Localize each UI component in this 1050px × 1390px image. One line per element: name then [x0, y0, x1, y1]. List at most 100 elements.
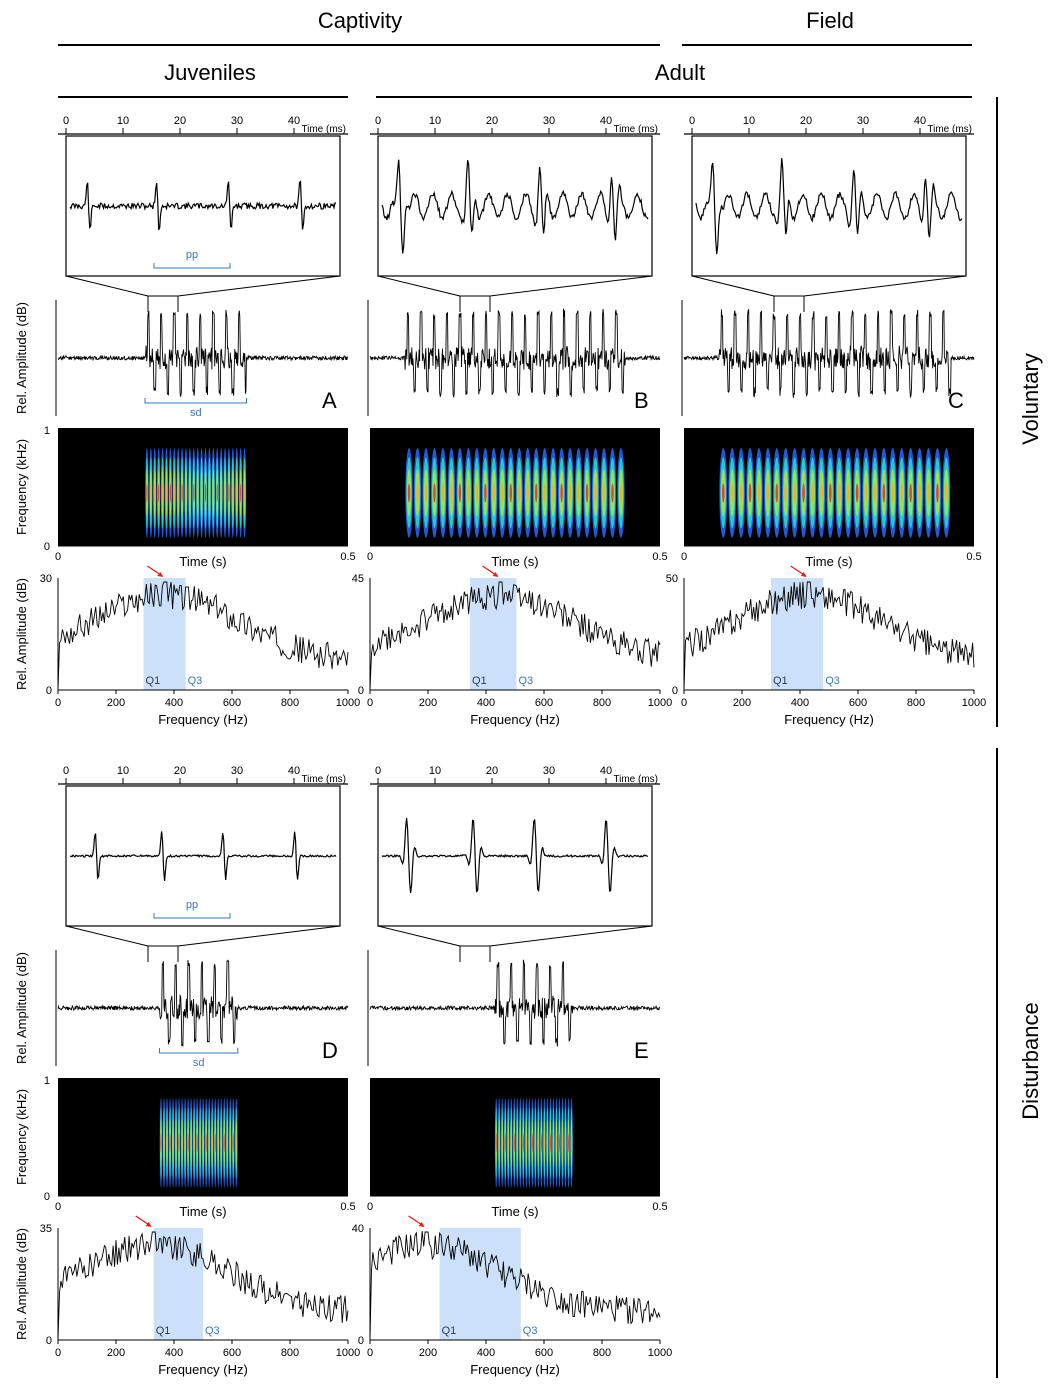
- spectrogram-blob: [235, 1133, 237, 1153]
- time-tick-label: 0.5: [966, 551, 981, 563]
- spectrogram-blob: [202, 1133, 204, 1153]
- ms-tick-label: 0: [375, 765, 381, 777]
- spectrogram-blob: [243, 483, 246, 503]
- hz-tick-label: 400: [791, 697, 809, 709]
- spectrogram-blob: [178, 1133, 180, 1153]
- spectrogram-blob: [467, 483, 470, 503]
- spectrogram-blob: [540, 1133, 542, 1153]
- khz-tick-label: 1: [44, 1075, 50, 1087]
- spectrogram-blob: [154, 483, 156, 503]
- spectrogram-blob: [484, 483, 487, 503]
- q1-label: Q1: [156, 1325, 171, 1337]
- ms-tick-label: 30: [857, 115, 869, 127]
- ms-tick-label: 40: [914, 115, 926, 127]
- sd-bracket: [144, 398, 247, 404]
- peak-arrowhead: [492, 572, 499, 577]
- spectrogram-blob: [551, 483, 555, 503]
- ms-tick-label: 30: [543, 765, 555, 777]
- spectrogram-blob: [568, 1133, 569, 1153]
- ms-tick-label: 30: [231, 765, 243, 777]
- ms-tick-label: 30: [543, 115, 555, 127]
- label-disturbance: Disturbance: [1018, 1002, 1043, 1120]
- pp-label: pp: [186, 249, 198, 261]
- zoom-waveform: [381, 817, 649, 894]
- spectrum-line: [57, 581, 349, 691]
- spectrogram-blob: [177, 483, 179, 503]
- peak-arrowhead: [800, 572, 807, 577]
- spectrogram-blob: [187, 1133, 189, 1153]
- spectrogram-blob: [495, 1133, 497, 1153]
- rel-amplitude-label: Rel. Amplitude (dB): [14, 952, 29, 1064]
- q1-label: Q1: [146, 675, 161, 687]
- ms-axis-label: Time (ms): [927, 124, 972, 135]
- oscillogram: [683, 309, 975, 399]
- hz-tick-label: 400: [165, 1347, 183, 1359]
- spectrogram-blob: [802, 483, 805, 503]
- spectrum-ymin-label: 0: [46, 685, 52, 697]
- oscillogram: [369, 959, 661, 1047]
- spectrogram-blob: [829, 483, 832, 503]
- hz-tick-label: 0: [367, 697, 373, 709]
- spectrum-ymax-label: 40: [352, 1223, 364, 1235]
- frequency-hz-label: Frequency (Hz): [784, 712, 874, 727]
- spectrogram-blob: [201, 483, 203, 503]
- q1-label: Q1: [773, 675, 788, 687]
- time-axis-label: Time (s): [491, 554, 538, 569]
- hz-tick-label: 200: [419, 1347, 437, 1359]
- spectrogram-blob: [229, 1133, 231, 1153]
- panel-letter: B: [634, 388, 649, 413]
- spectrogram-blob: [882, 483, 886, 503]
- hz-tick-label: 0: [367, 1347, 373, 1359]
- spectrogram-blob: [216, 483, 218, 503]
- zoom-box: [65, 135, 341, 277]
- spectrogram-blob: [185, 483, 187, 503]
- quartile-band: [439, 1228, 521, 1340]
- peak-arrowhead: [157, 572, 164, 577]
- spectrogram-blob: [534, 1133, 536, 1153]
- hz-tick-label: 1000: [648, 1347, 672, 1359]
- header-adult: Adult: [654, 60, 706, 85]
- ms-tick-label: 10: [743, 115, 755, 127]
- zoom-waveform: [695, 158, 963, 255]
- spectrum-line: [369, 581, 661, 691]
- spectrogram-blob: [891, 483, 895, 503]
- spectrogram-blob: [549, 1133, 551, 1153]
- zoom-connector: [65, 925, 149, 947]
- hz-tick-label: 800: [281, 1347, 299, 1359]
- spectrogram-blob: [166, 1133, 168, 1153]
- spectrogram-blob: [873, 483, 877, 503]
- field-divider: [682, 44, 972, 46]
- spectrum-line: [57, 1231, 349, 1341]
- spectrogram-blob: [526, 483, 529, 503]
- frequency-khz-label: Frequency (kHz): [14, 1089, 29, 1185]
- spectrogram-blob: [433, 483, 436, 503]
- q3-label: Q3: [205, 1325, 220, 1337]
- spectrogram-blob: [165, 483, 168, 503]
- hz-tick-label: 0: [55, 1347, 61, 1359]
- spectrogram-blob: [585, 483, 589, 503]
- frequency-khz-label: Frequency (kHz): [14, 439, 29, 535]
- spectrogram-blob: [193, 1133, 195, 1153]
- panel-letter: D: [322, 1038, 338, 1063]
- spectrum-ymax-label: 35: [40, 1223, 52, 1235]
- oscillogram: [57, 310, 349, 397]
- spectrogram-blob: [150, 483, 152, 503]
- spectrogram-blob: [507, 1133, 509, 1153]
- spectrogram-blob: [197, 483, 199, 503]
- spectrogram-blob: [161, 483, 164, 503]
- spectrogram-blob: [172, 1133, 174, 1153]
- zoom-connector: [489, 275, 653, 297]
- spectrogram-blob: [173, 483, 175, 503]
- spectrogram-blob: [190, 1133, 192, 1153]
- spectrogram-blob: [475, 483, 479, 503]
- rel-amplitude-label: Rel. Amplitude (dB): [14, 578, 29, 690]
- spectrogram-blob: [193, 483, 195, 503]
- spectrogram-blob: [552, 1133, 554, 1153]
- spectrogram-blob: [531, 1133, 533, 1153]
- ms-tick-label: 20: [486, 115, 498, 127]
- pp-bracket: [153, 263, 231, 269]
- zoom-connector: [177, 925, 341, 947]
- hz-tick-label: 200: [419, 697, 437, 709]
